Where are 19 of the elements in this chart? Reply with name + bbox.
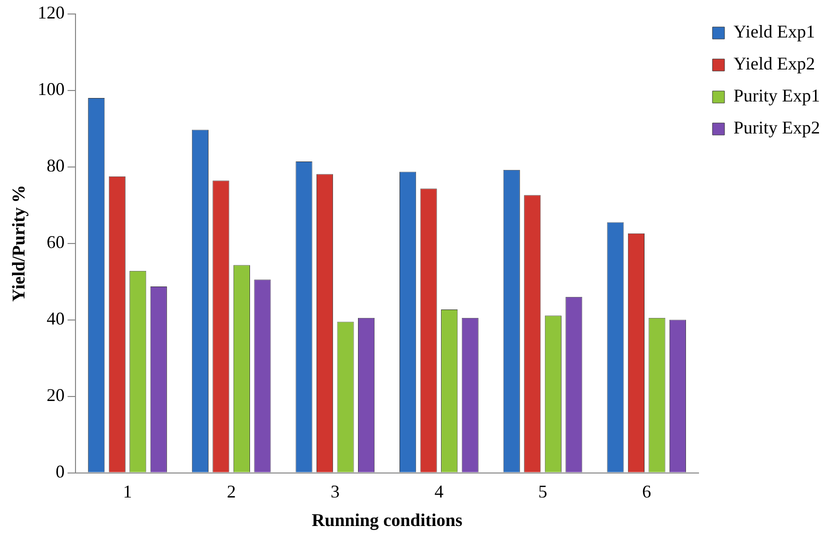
legend-label: Yield Exp1 [734, 22, 815, 42]
x-axis-title: Running conditions [312, 510, 462, 530]
x-tick-label: 4 [434, 481, 444, 502]
x-tick-label: 6 [642, 481, 652, 502]
y-axis-title: Yield/Purity % [8, 184, 28, 302]
y-tick-label: 120 [38, 2, 65, 23]
x-tick-label: 1 [123, 481, 132, 502]
legend-label: Yield Exp2 [734, 54, 815, 74]
legend-label: Purity Exp1 [734, 86, 820, 106]
legend-label: Purity Exp2 [734, 118, 820, 138]
x-tick-label: 2 [226, 481, 236, 502]
y-tick-label: 60 [46, 232, 65, 252]
x-tick-label: 5 [538, 481, 548, 502]
y-tick-label: 100 [38, 79, 65, 100]
y-tick-label: 0 [56, 462, 65, 482]
y-tick-label: 20 [46, 385, 65, 406]
x-tick-label: 3 [330, 481, 340, 502]
y-tick-label: 40 [46, 308, 65, 329]
y-tick-label: 80 [46, 156, 65, 176]
